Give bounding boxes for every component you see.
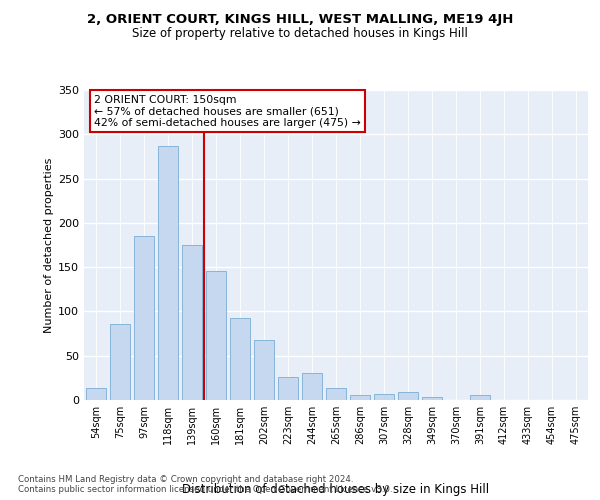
Bar bbox=[158, 146, 178, 400]
Bar bbox=[110, 324, 130, 400]
Bar bbox=[422, 398, 442, 400]
Bar bbox=[302, 374, 322, 400]
Bar bbox=[470, 394, 490, 400]
Text: Contains HM Land Registry data © Crown copyright and database right 2024.: Contains HM Land Registry data © Crown c… bbox=[18, 475, 353, 484]
Bar bbox=[182, 245, 202, 400]
Bar bbox=[134, 236, 154, 400]
Bar bbox=[350, 394, 370, 400]
Text: Contains public sector information licensed under the Open Government Licence v3: Contains public sector information licen… bbox=[18, 485, 392, 494]
Bar bbox=[374, 394, 394, 400]
Y-axis label: Number of detached properties: Number of detached properties bbox=[44, 158, 54, 332]
X-axis label: Distribution of detached houses by size in Kings Hill: Distribution of detached houses by size … bbox=[182, 483, 490, 496]
Text: 2 ORIENT COURT: 150sqm
← 57% of detached houses are smaller (651)
42% of semi-de: 2 ORIENT COURT: 150sqm ← 57% of detached… bbox=[94, 94, 361, 128]
Bar bbox=[206, 270, 226, 400]
Bar bbox=[398, 392, 418, 400]
Bar bbox=[254, 340, 274, 400]
Bar bbox=[278, 377, 298, 400]
Text: 2, ORIENT COURT, KINGS HILL, WEST MALLING, ME19 4JH: 2, ORIENT COURT, KINGS HILL, WEST MALLIN… bbox=[87, 12, 513, 26]
Bar bbox=[230, 318, 250, 400]
Bar bbox=[86, 388, 106, 400]
Text: Size of property relative to detached houses in Kings Hill: Size of property relative to detached ho… bbox=[132, 28, 468, 40]
Bar bbox=[326, 388, 346, 400]
